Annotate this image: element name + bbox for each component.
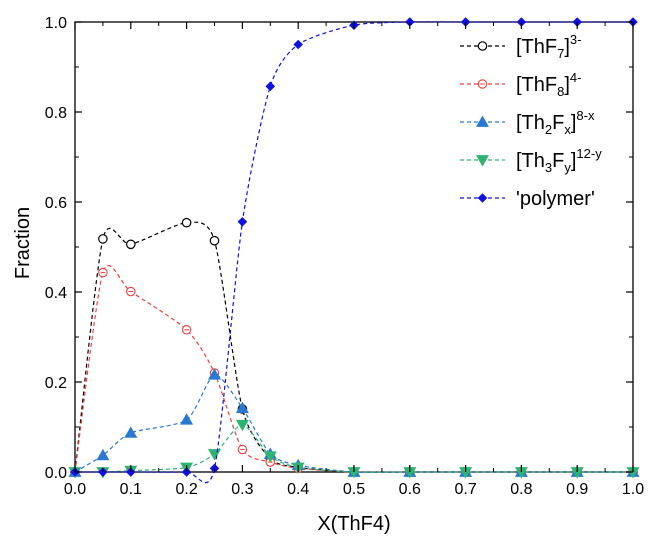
- legend-label: [Th2Fx]8-x: [516, 108, 595, 137]
- legend-marker: [476, 155, 489, 167]
- legend-label: 'polymer': [516, 188, 595, 210]
- legend-entry-1: [ThF8]4-: [460, 70, 581, 99]
- x-axis-title: X(ThF4): [317, 513, 390, 535]
- data-point: [237, 444, 248, 455]
- data-point: [403, 467, 417, 479]
- x-tick-label: 0.3: [231, 481, 253, 498]
- y-axis-title: Fraction: [12, 207, 34, 279]
- data-point: [96, 448, 110, 461]
- legend-label: [ThF7]3-: [516, 32, 581, 61]
- data-point: [98, 234, 108, 244]
- series-line: [74, 221, 633, 473]
- legend-marker: [477, 79, 488, 89]
- data-point: [126, 286, 136, 297]
- data-point: [208, 449, 221, 461]
- y-tick-label: 0.6: [45, 195, 67, 212]
- data-point: [293, 39, 303, 50]
- legend-marker: [477, 193, 488, 203]
- x-tick-label: 0.9: [566, 481, 588, 498]
- x-tick-label: 0.8: [510, 481, 532, 498]
- data-point: [265, 81, 276, 92]
- data-point: [209, 235, 220, 246]
- data-point: [459, 467, 473, 479]
- series-line: [74, 374, 633, 473]
- x-tick-label: 0.5: [343, 481, 365, 498]
- y-tick-label: 0.8: [45, 105, 67, 122]
- x-tick-label: 0.2: [175, 481, 197, 498]
- data-point: [208, 368, 221, 380]
- data-point: [235, 401, 249, 413]
- ticks-layer: 0.0 0.1 0.2 0.3 0.4 0.5 0.6 0.7 0.8 0.9 1.0 0.0 0.2 0…: [45, 15, 644, 498]
- y-tick-label: 0.4: [45, 285, 67, 302]
- legend: [ThF7]3- [ThF8]4- [Th2Fx]8-x [Th3Fy]12-y 'po…: [460, 32, 602, 210]
- legend-label: [ThF8]4-: [516, 70, 581, 99]
- x-tick-label: 0.4: [287, 481, 309, 498]
- data-point: [570, 467, 584, 479]
- y-tick-label: 0.2: [45, 375, 67, 392]
- x-tick-label: 0.0: [64, 481, 86, 498]
- legend-entry-4: 'polymer': [460, 188, 595, 210]
- data-point: [180, 413, 194, 425]
- x-tick-label: 0.1: [120, 481, 142, 498]
- data-point: [237, 217, 248, 227]
- series-line: [74, 264, 633, 473]
- series-0: [70, 217, 638, 477]
- legend-label: [Th3Fy]12-y: [516, 146, 602, 175]
- y-tick-label: 0.0: [45, 465, 67, 482]
- data-point: [181, 325, 192, 335]
- data-point: [347, 467, 361, 479]
- legend-marker: [477, 41, 488, 51]
- legend-entry-3: [Th3Fy]12-y: [460, 146, 602, 175]
- series-1: [70, 264, 638, 477]
- data-point: [626, 467, 640, 479]
- x-tick-label: 0.6: [399, 481, 421, 498]
- y-tick-label: 1.0: [45, 15, 67, 32]
- data-point: [98, 267, 108, 278]
- data-point: [126, 239, 136, 250]
- data-point: [263, 451, 277, 463]
- series-2: [68, 368, 640, 477]
- data-point: [235, 419, 249, 432]
- legend-marker: [476, 115, 489, 127]
- data-point: [181, 217, 192, 228]
- x-tick-label: 1.0: [622, 481, 644, 498]
- legend-entry-0: [ThF7]3-: [460, 32, 581, 61]
- x-tick-label: 0.7: [454, 481, 476, 498]
- data-point: [514, 467, 528, 479]
- data-point: [124, 426, 138, 438]
- legend-entry-2: [Th2Fx]8-x: [460, 108, 595, 137]
